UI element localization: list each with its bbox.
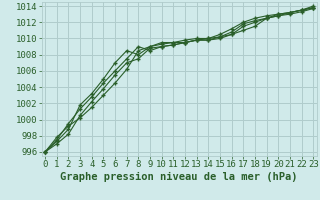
X-axis label: Graphe pression niveau de la mer (hPa): Graphe pression niveau de la mer (hPa) xyxy=(60,172,298,182)
